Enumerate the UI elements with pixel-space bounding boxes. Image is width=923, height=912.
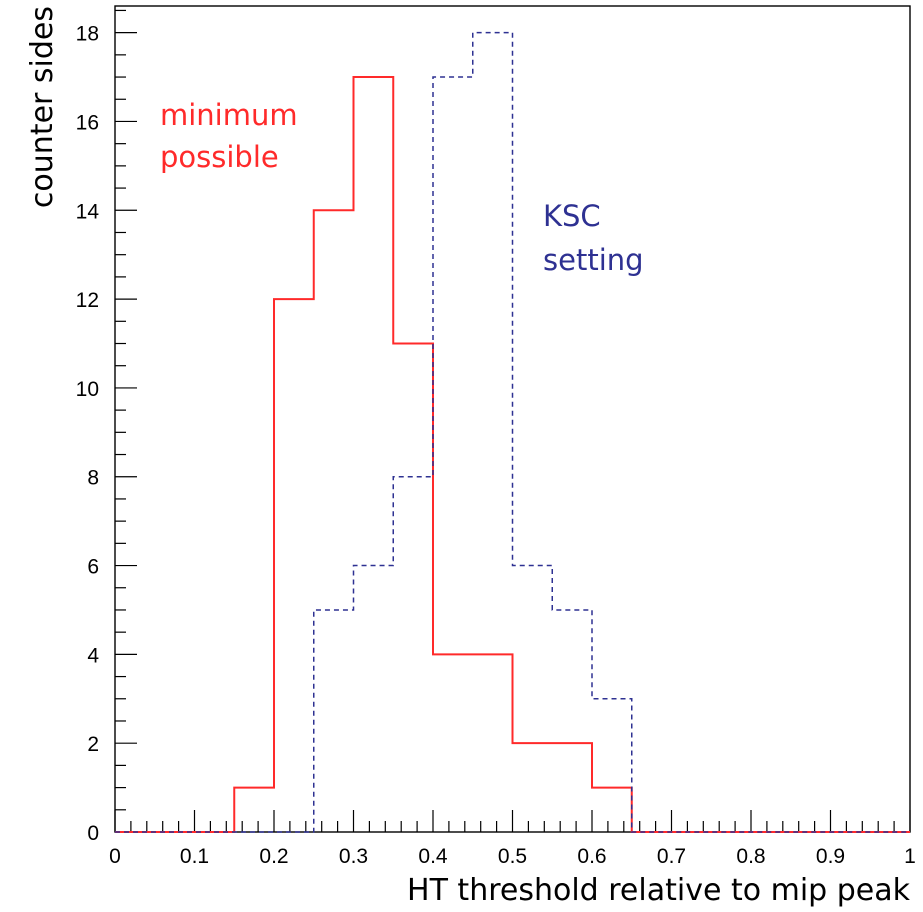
x-axis-title: HT threshold relative to mip peak: [407, 873, 911, 908]
series-layer: [115, 31, 910, 833]
x-tick-label: 0.8: [736, 845, 765, 868]
y-tick-label: 6: [87, 556, 99, 579]
x-tick-label: 0.5: [498, 845, 527, 868]
series-minimum-possible-line: [115, 76, 910, 833]
y-tick-label: 4: [87, 644, 99, 667]
annotation-ksc-line1: KSC: [543, 199, 601, 233]
x-tick-label: 1: [904, 845, 916, 868]
y-tick-label: 10: [76, 378, 99, 401]
y-tick-label: 2: [87, 733, 99, 756]
y-tick-label: 14: [76, 200, 100, 223]
y-tick-label: 8: [87, 467, 99, 490]
x-tick-label: 0.6: [577, 845, 606, 868]
y-tick-label: 0: [87, 822, 99, 845]
x-tick-label: 0.4: [418, 845, 448, 868]
y-axis-title: counter sides: [25, 6, 60, 208]
y-tick-label: 18: [76, 23, 99, 46]
x-tick-label: 0.2: [259, 845, 288, 868]
x-tick-label: 0: [109, 845, 121, 868]
series-ksc-setting-line: [115, 31, 910, 833]
y-axis-ticks: 0 2 4 6 8 10 12 14 16 18: [76, 9, 137, 845]
x-tick-label: 0.9: [816, 845, 845, 868]
annotation-minimum-line2: possible: [160, 140, 279, 174]
annotation-ksc-line2: setting: [543, 243, 644, 277]
x-axis-ticks: 0 0.1 0.2 0.3 0.4 0.5 0.6 0.7 0.8 0.9 1: [109, 810, 916, 868]
x-tick-label: 0.1: [180, 845, 209, 868]
y-tick-label: 16: [76, 111, 99, 134]
x-tick-label: 0.3: [339, 845, 368, 868]
y-tick-label: 12: [76, 289, 99, 312]
annotation-minimum-line1: minimum: [160, 98, 298, 132]
x-tick-label: 0.7: [657, 845, 686, 868]
